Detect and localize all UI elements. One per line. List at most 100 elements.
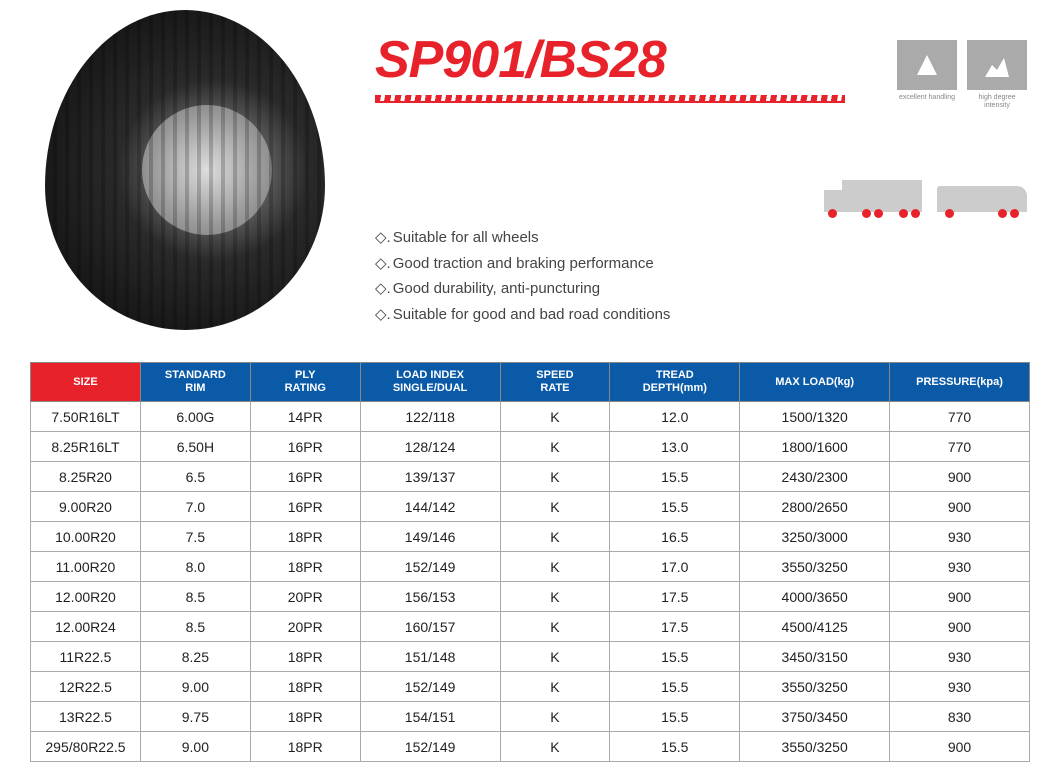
badge-handling: excellent handling: [897, 40, 957, 109]
badge-intensity: high degree intensity: [967, 40, 1027, 109]
table-cell: K: [500, 402, 610, 432]
table-cell: 8.25: [140, 642, 250, 672]
table-cell: 4000/3650: [740, 582, 890, 612]
col-header: MAX LOAD(kg): [740, 363, 890, 402]
truck-icon: [842, 180, 922, 212]
table-cell: 13.0: [610, 432, 740, 462]
table-cell: 3550/3250: [740, 672, 890, 702]
table-cell: 2430/2300: [740, 462, 890, 492]
handling-icon: [897, 40, 957, 90]
table-cell: 16PR: [250, 492, 360, 522]
table-cell: 16PR: [250, 462, 360, 492]
table-cell: 8.25R16LT: [31, 432, 141, 462]
table-cell: 2800/2650: [740, 492, 890, 522]
feature-item: Suitable for good and bad road condition…: [375, 302, 670, 328]
table-cell: 151/148: [360, 642, 500, 672]
table-cell: 17.5: [610, 612, 740, 642]
badge-label: high degree intensity: [967, 94, 1027, 109]
table-cell: 18PR: [250, 522, 360, 552]
table-cell: 3750/3450: [740, 702, 890, 732]
table-row: 11R22.58.2518PR151/148K15.53450/3150930: [31, 642, 1030, 672]
spec-table: SIZESTANDARDRIMPLYRATINGLOAD INDEXSINGLE…: [30, 362, 1030, 762]
table-cell: 15.5: [610, 492, 740, 522]
table-cell: K: [500, 702, 610, 732]
table-cell: 160/157: [360, 612, 500, 642]
table-cell: 154/151: [360, 702, 500, 732]
intensity-icon: [967, 40, 1027, 90]
table-row: 12.00R208.520PR156/153K17.54000/3650900: [31, 582, 1030, 612]
feature-list: Suitable for all wheels Good traction an…: [375, 225, 670, 327]
col-header: PRESSURE(kpa): [890, 363, 1030, 402]
table-cell: 930: [890, 552, 1030, 582]
table-cell: 9.00: [140, 672, 250, 702]
table-cell: 3450/3150: [740, 642, 890, 672]
table-row: 10.00R207.518PR149/146K16.53250/3000930: [31, 522, 1030, 552]
col-header: SIZE: [31, 363, 141, 402]
table-row: 8.25R206.516PR139/137K15.52430/2300900: [31, 462, 1030, 492]
table-row: 12.00R248.520PR160/157K17.54500/4125900: [31, 612, 1030, 642]
col-header: TREADDEPTH(mm): [610, 363, 740, 402]
table-cell: 7.5: [140, 522, 250, 552]
table-cell: 9.00: [140, 732, 250, 762]
table-cell: K: [500, 642, 610, 672]
table-row: 13R22.59.7518PR154/151K15.53750/3450830: [31, 702, 1030, 732]
table-cell: 15.5: [610, 672, 740, 702]
table-cell: 9.75: [140, 702, 250, 732]
bus-icon: [937, 186, 1027, 212]
vehicle-icons: [842, 180, 1027, 212]
table-cell: 295/80R22.5: [31, 732, 141, 762]
table-cell: K: [500, 462, 610, 492]
table-cell: 152/149: [360, 672, 500, 702]
col-header: SPEEDRATE: [500, 363, 610, 402]
table-cell: 8.0: [140, 552, 250, 582]
table-cell: 20PR: [250, 612, 360, 642]
table-cell: 900: [890, 582, 1030, 612]
table-cell: 18PR: [250, 552, 360, 582]
table-cell: 12.00R20: [31, 582, 141, 612]
table-cell: 930: [890, 672, 1030, 702]
table-cell: 16PR: [250, 432, 360, 462]
table-cell: 4500/4125: [740, 612, 890, 642]
table-cell: 1800/1600: [740, 432, 890, 462]
table-cell: 900: [890, 612, 1030, 642]
col-header: PLYRATING: [250, 363, 360, 402]
table-cell: 3550/3250: [740, 732, 890, 762]
table-cell: K: [500, 432, 610, 462]
table-cell: 15.5: [610, 642, 740, 672]
col-header: LOAD INDEXSINGLE/DUAL: [360, 363, 500, 402]
table-cell: 20PR: [250, 582, 360, 612]
table-body: 7.50R16LT6.00G14PR122/118K12.01500/13207…: [31, 402, 1030, 762]
table-row: 9.00R207.016PR144/142K15.52800/2650900: [31, 492, 1030, 522]
col-header: STANDARDRIM: [140, 363, 250, 402]
table-row: 8.25R16LT6.50H16PR128/124K13.01800/16007…: [31, 432, 1030, 462]
table-cell: 830: [890, 702, 1030, 732]
table-cell: 144/142: [360, 492, 500, 522]
table-cell: 11.00R20: [31, 552, 141, 582]
table-cell: 6.50H: [140, 432, 250, 462]
table-cell: 14PR: [250, 402, 360, 432]
feature-item: Good durability, anti-puncturing: [375, 276, 670, 302]
table-row: 7.50R16LT6.00G14PR122/118K12.01500/13207…: [31, 402, 1030, 432]
table-cell: 13R22.5: [31, 702, 141, 732]
table-cell: 1500/1320: [740, 402, 890, 432]
feature-badges: excellent handling high degree intensity: [897, 40, 1027, 109]
table-cell: 15.5: [610, 732, 740, 762]
table-cell: 122/118: [360, 402, 500, 432]
table-cell: 12.00R24: [31, 612, 141, 642]
tire-product-image: [45, 10, 325, 330]
feature-item: Good traction and braking performance: [375, 251, 670, 277]
table-row: 295/80R22.59.0018PR152/149K15.53550/3250…: [31, 732, 1030, 762]
table-cell: 149/146: [360, 522, 500, 552]
table-cell: 139/137: [360, 462, 500, 492]
table-cell: 12.0: [610, 402, 740, 432]
badge-label: excellent handling: [897, 94, 957, 102]
table-cell: 11R22.5: [31, 642, 141, 672]
table-cell: 156/153: [360, 582, 500, 612]
table-cell: 10.00R20: [31, 522, 141, 552]
table-cell: 18PR: [250, 642, 360, 672]
product-title: SP901/BS28: [375, 30, 666, 90]
table-cell: 900: [890, 732, 1030, 762]
table-cell: 12R22.5: [31, 672, 141, 702]
table-cell: 3250/3000: [740, 522, 890, 552]
table-cell: 17.0: [610, 552, 740, 582]
